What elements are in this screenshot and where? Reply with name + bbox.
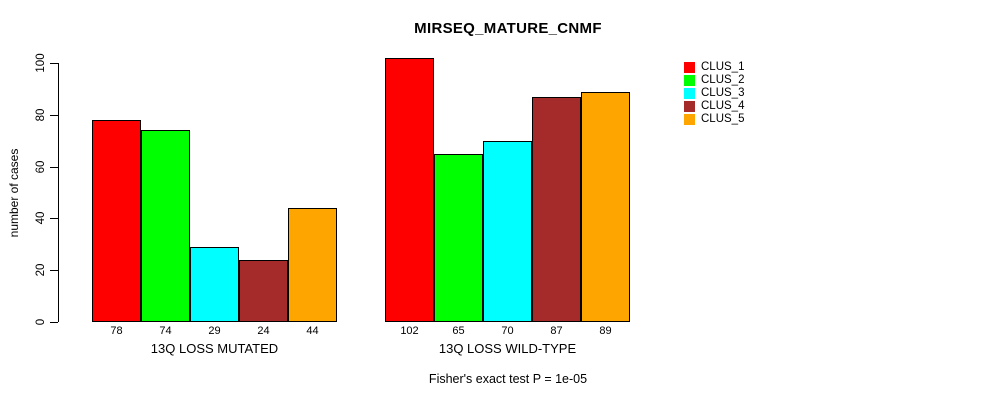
y-axis-tick-label: 60 (35, 160, 47, 173)
bar-value-label: 89 (599, 325, 612, 337)
legend-swatch (684, 62, 695, 73)
bar-value-label: 29 (208, 325, 221, 337)
legend-label: CLUS_2 (701, 74, 745, 86)
legend-label: CLUS_5 (701, 113, 745, 125)
bar-clus_2 (141, 130, 190, 322)
chart-title: MIRSEQ_MATURE_CNMF (414, 20, 602, 37)
y-axis-tick-label: 20 (35, 263, 47, 277)
legend-swatch (684, 101, 695, 112)
bar-value-label: 44 (306, 325, 319, 337)
bar-value-label: 78 (110, 325, 123, 337)
y-axis-line (58, 63, 59, 322)
legend-label: CLUS_4 (701, 100, 745, 112)
y-axis-tick (50, 114, 58, 116)
y-axis-tick-label: 100 (35, 53, 47, 73)
legend-item-clus_4: CLUS_4 (684, 100, 744, 113)
bar-value-label: 87 (550, 325, 563, 337)
bar-clus_3 (190, 246, 239, 322)
y-axis-tick (50, 63, 58, 64)
y-axis-tick-label: 0 (35, 318, 47, 326)
legend: CLUS_1 CLUS_2 CLUS_3 CLUS_4 CLUS_5 (684, 61, 744, 126)
legend-item-clus_3: CLUS_3 (684, 87, 744, 100)
y-axis-tick-label: 40 (35, 211, 47, 225)
y-axis-tick (50, 218, 58, 220)
y-axis-tick-label: 80 (35, 108, 47, 122)
footnote-stat-test: Fisher's exact test P = 1e-05 (428, 372, 588, 386)
legend-label: CLUS_3 (701, 87, 745, 99)
legend-swatch (684, 88, 695, 99)
legend-swatch (684, 114, 695, 125)
legend-item-clus_5: CLUS_5 (684, 113, 744, 126)
bar-value-label: 74 (159, 325, 172, 337)
y-axis-label: number of cases (7, 148, 21, 238)
bar-clus_4 (532, 96, 581, 322)
legend-label: CLUS_1 (701, 61, 745, 73)
y-axis-tick (50, 270, 58, 272)
bar-clus_2 (434, 153, 483, 322)
y-axis-tick (50, 166, 58, 168)
bar-clus_5 (288, 208, 337, 322)
y-axis-tick (50, 322, 58, 323)
bar-clus_3 (483, 140, 532, 322)
bar-clus_1 (385, 57, 434, 322)
legend-item-clus_2: CLUS_2 (684, 74, 744, 87)
bar-clus_5 (581, 91, 630, 322)
group-label: 13Q LOSS WILD-TYPE (438, 341, 577, 356)
bar-value-label: 102 (400, 325, 419, 337)
group-label: 13Q LOSS MUTATED (150, 341, 279, 356)
bar-clus_1 (92, 120, 141, 322)
legend-swatch (684, 75, 695, 86)
bar-value-label: 70 (501, 325, 514, 337)
legend-item-clus_1: CLUS_1 (684, 61, 744, 74)
bar-value-label: 24 (257, 325, 270, 337)
bar-value-label: 65 (452, 325, 465, 337)
bar-clus_4 (239, 259, 288, 322)
